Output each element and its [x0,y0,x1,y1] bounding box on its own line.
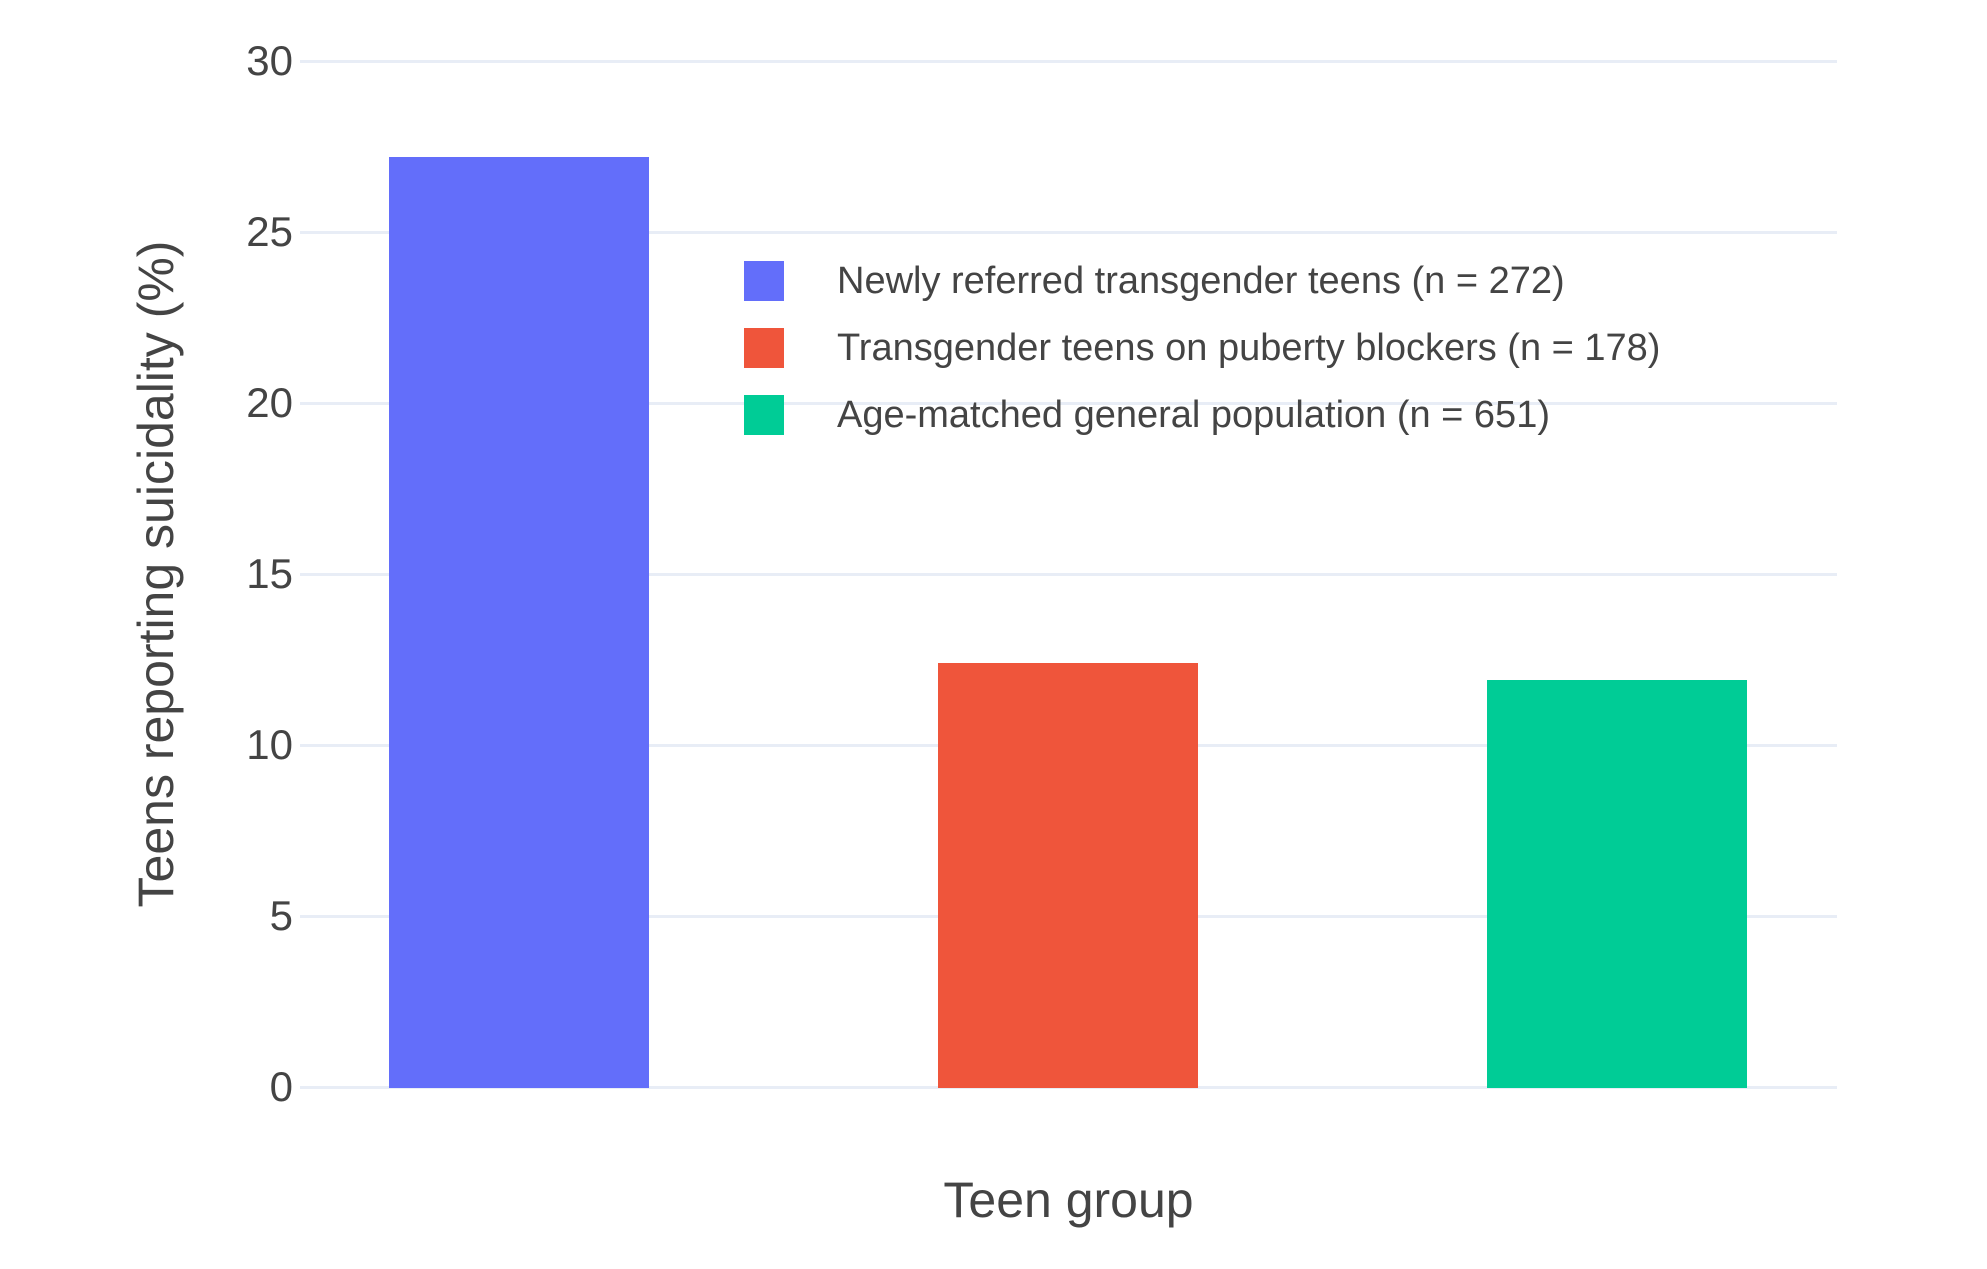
legend-label: Newly referred transgender teens (n = 27… [837,260,1565,302]
bar-1 [389,156,649,1088]
legend-swatch-icon [744,328,784,368]
gridline-y-15 [300,573,1837,576]
bar-3 [1487,680,1747,1088]
y-tick-label-20: 20 [246,379,293,426]
y-tick-label-5: 5 [269,892,293,939]
legend-item-2[interactable]: Transgender teens on puberty blockers (n… [744,328,1660,368]
x-axis-title: Teen group [943,1172,1194,1228]
gridline-y-30 [300,60,1837,63]
y-tick-label-0: 0 [269,1063,293,1110]
y-tick-label-10: 10 [246,721,293,768]
legend-label: Age-matched general population (n = 651) [837,394,1550,436]
legend-swatch-icon [744,395,784,435]
legend-item-3[interactable]: Age-matched general population (n = 651) [744,395,1660,435]
y-tick-label-25: 25 [246,208,293,255]
legend-item-1[interactable]: Newly referred transgender teens (n = 27… [744,261,1660,301]
y-tick-label-30: 30 [246,37,293,84]
gridline-y-20 [300,402,1837,405]
gridline-y-25 [300,231,1837,234]
y-tick-label-15: 15 [246,550,293,597]
legend-swatch-icon [744,261,784,301]
legend-label: Transgender teens on puberty blockers (n… [837,327,1661,369]
bar-2 [938,662,1198,1088]
y-axis-title: Teens reporting suicidality (%) [128,240,184,908]
legend: Newly referred transgender teens (n = 27… [744,261,1660,462]
